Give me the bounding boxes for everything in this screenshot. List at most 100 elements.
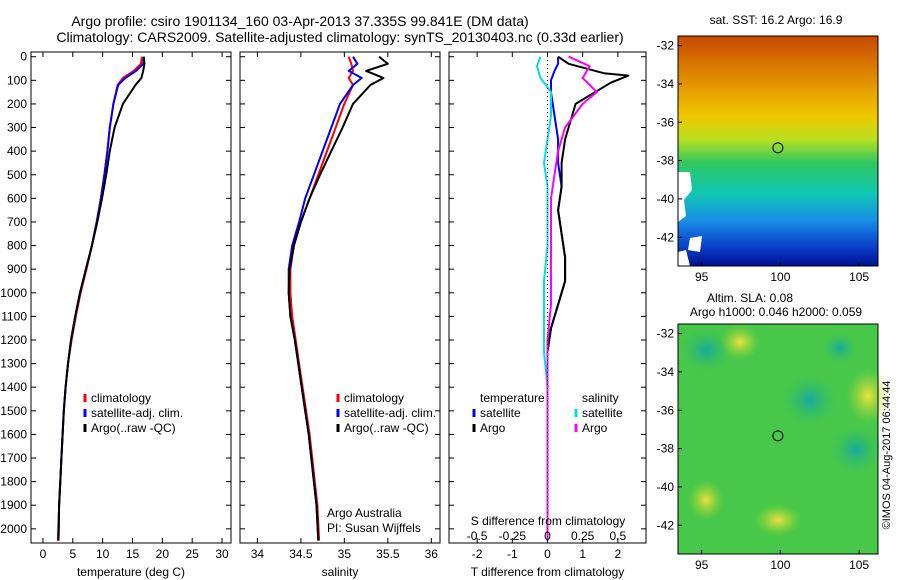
sla-yellow	[688, 480, 724, 520]
y-tick-label: 1900	[0, 498, 27, 512]
x-tick-label: 20	[156, 547, 170, 561]
map-y-tick-label: -38	[657, 442, 675, 456]
series-line-argo-raw-qc-	[287, 55, 389, 541]
series-line-temperature-argo	[546, 55, 630, 541]
difference-profile-panel: -2 -1 0 1 2 T difference from climatology temp…	[448, 51, 647, 579]
sla-blob	[782, 374, 838, 426]
x-tick-label: 0	[544, 547, 551, 561]
x-axis-label: T difference from climatology	[471, 565, 625, 579]
y-tick-label: 1800	[0, 475, 27, 489]
x-tick-label: 34.5	[289, 547, 313, 561]
sst-argo-location-marker	[772, 142, 784, 154]
map-y-tick-label: -42	[657, 518, 675, 532]
sla-blob	[680, 328, 732, 372]
x-tick-label: 35.5	[376, 547, 400, 561]
map-y-tick-label: -32	[657, 39, 675, 53]
series-line-climatology	[56, 56, 143, 541]
x-tick-label: 34	[251, 547, 265, 561]
x-tick-label: -1	[507, 547, 518, 561]
map-x-tick-label: 105	[849, 558, 869, 572]
s-difference-tick-label: 0	[544, 529, 551, 543]
sla-blob	[822, 332, 858, 364]
sst-map-frame	[677, 35, 879, 267]
x-tick-label: 15	[126, 547, 140, 561]
sla-blob	[830, 426, 882, 474]
map-x-tick-label: 95	[695, 270, 709, 284]
map-y-tick-label: -36	[657, 115, 675, 129]
salinity-profile-panel: 34 34.5 35 35.5 36 salinity climatologysatelli…	[239, 51, 441, 579]
plot-frame	[30, 51, 232, 544]
s-difference-tick-label: 0.5	[610, 529, 627, 543]
plot-frame	[239, 51, 441, 544]
figure-title-line1: Argo profile: csiro 1901134_160 03-Apr-2…	[71, 13, 528, 29]
temperature-profile-panel: 0 5 10 15 20 25 30 temperature (deg C) 0 100 200 30…	[0, 50, 232, 579]
y-tick-label: 800	[7, 239, 27, 253]
s-difference-tick-label: -0.25	[499, 529, 527, 543]
y-tick-label: 900	[7, 262, 27, 276]
series-line-satellite-adj-clim-	[287, 56, 363, 541]
series-line-salinity-satellite	[535, 56, 552, 541]
sla-yellow	[754, 504, 802, 536]
series-line-climatology	[289, 56, 354, 541]
legend-entry: satellite	[582, 406, 623, 420]
s-difference-tick-label: 0.25	[571, 529, 595, 543]
sla-map-title-line1: Altim. SLA: 0.08	[707, 291, 793, 305]
sla-map-panel: Altim. SLA: 0.08 Argo h1000: 0.046 h2000…	[657, 291, 890, 572]
sla-argo-location-marker	[772, 430, 784, 442]
s-difference-tick-label: -0.5	[467, 529, 488, 543]
legend-entry: satellite-adj. clim.	[91, 406, 183, 420]
map-x-tick-label: 100	[770, 558, 790, 572]
x-tick-label: 30	[215, 547, 229, 561]
y-tick-label: 400	[7, 144, 27, 158]
map-y-tick-label: -34	[657, 77, 675, 91]
sst-map-panel: sat. SST: 16.2 Argo: 16.9 95 100 105 -32 -34…	[657, 13, 879, 284]
sla-map-frame	[677, 323, 879, 555]
map-y-tick-label: -32	[657, 327, 675, 341]
y-tick-label: 1500	[0, 404, 27, 418]
x-tick-label: 35	[338, 547, 352, 561]
map-y-tick-label: -42	[657, 230, 675, 244]
pi-annotation-line2: PI: Susan Wijffels	[327, 521, 421, 535]
y-tick-label: 300	[7, 121, 27, 135]
map-y-tick-label: -36	[657, 403, 675, 417]
s-difference-axis-label: S difference from climatology	[471, 514, 626, 528]
y-tick-label: 1200	[0, 333, 27, 347]
map-y-tick-label: -38	[657, 154, 675, 168]
y-tick-label: 100	[7, 73, 27, 87]
x-tick-label: 0	[40, 547, 47, 561]
x-tick-label: 5	[69, 547, 76, 561]
map-x-tick-label: 100	[770, 270, 790, 284]
x-axis-label: salinity	[322, 565, 359, 579]
map-x-tick-label: 105	[849, 270, 869, 284]
series-line-satellite-adj-clim-	[57, 56, 145, 541]
x-tick-label: 36	[425, 547, 439, 561]
x-tick-label: 10	[96, 547, 110, 561]
sla-map-title-line2: Argo h1000: 0.046 h2000: 0.059	[690, 305, 862, 319]
imos-timestamp: ©IMOS 04-Aug-2017 06:44:44	[881, 381, 893, 530]
y-tick-label: 2000	[0, 522, 27, 536]
legend-entry: Argo(..raw -QC)	[344, 421, 429, 435]
sla-yellow	[720, 324, 760, 360]
sst-map-title: sat. SST: 16.2 Argo: 16.9	[710, 13, 843, 27]
y-tick-label: 1600	[0, 427, 27, 441]
legend-entry: Argo(..raw -QC)	[91, 421, 176, 435]
y-tick-label: 1000	[0, 286, 27, 300]
x-tick-label: 25	[186, 547, 200, 561]
legend-title-salinity: salinity	[582, 391, 619, 405]
x-axis-label: temperature (deg C)	[77, 565, 185, 579]
series-line-salinity-argo	[546, 55, 598, 541]
y-tick-label: 600	[7, 191, 27, 205]
pi-annotation-line1: Argo Australia	[327, 506, 402, 520]
map-y-tick-label: -40	[657, 192, 675, 206]
y-tick-label: 1700	[0, 451, 27, 465]
legend-entry: climatology	[344, 391, 404, 405]
y-tick-label: 1100	[1, 309, 27, 323]
y-tick-label: 200	[7, 97, 27, 111]
map-y-tick-label: -40	[657, 480, 675, 494]
y-tick-label: 1400	[0, 380, 27, 394]
figure-title-line2: Climatology: CARS2009. Satellite-adjuste…	[56, 29, 623, 45]
y-tick-label: 0	[20, 50, 27, 64]
legend-entry: climatology	[91, 391, 151, 405]
legend-entry: satellite-adj. clim.	[344, 406, 436, 420]
